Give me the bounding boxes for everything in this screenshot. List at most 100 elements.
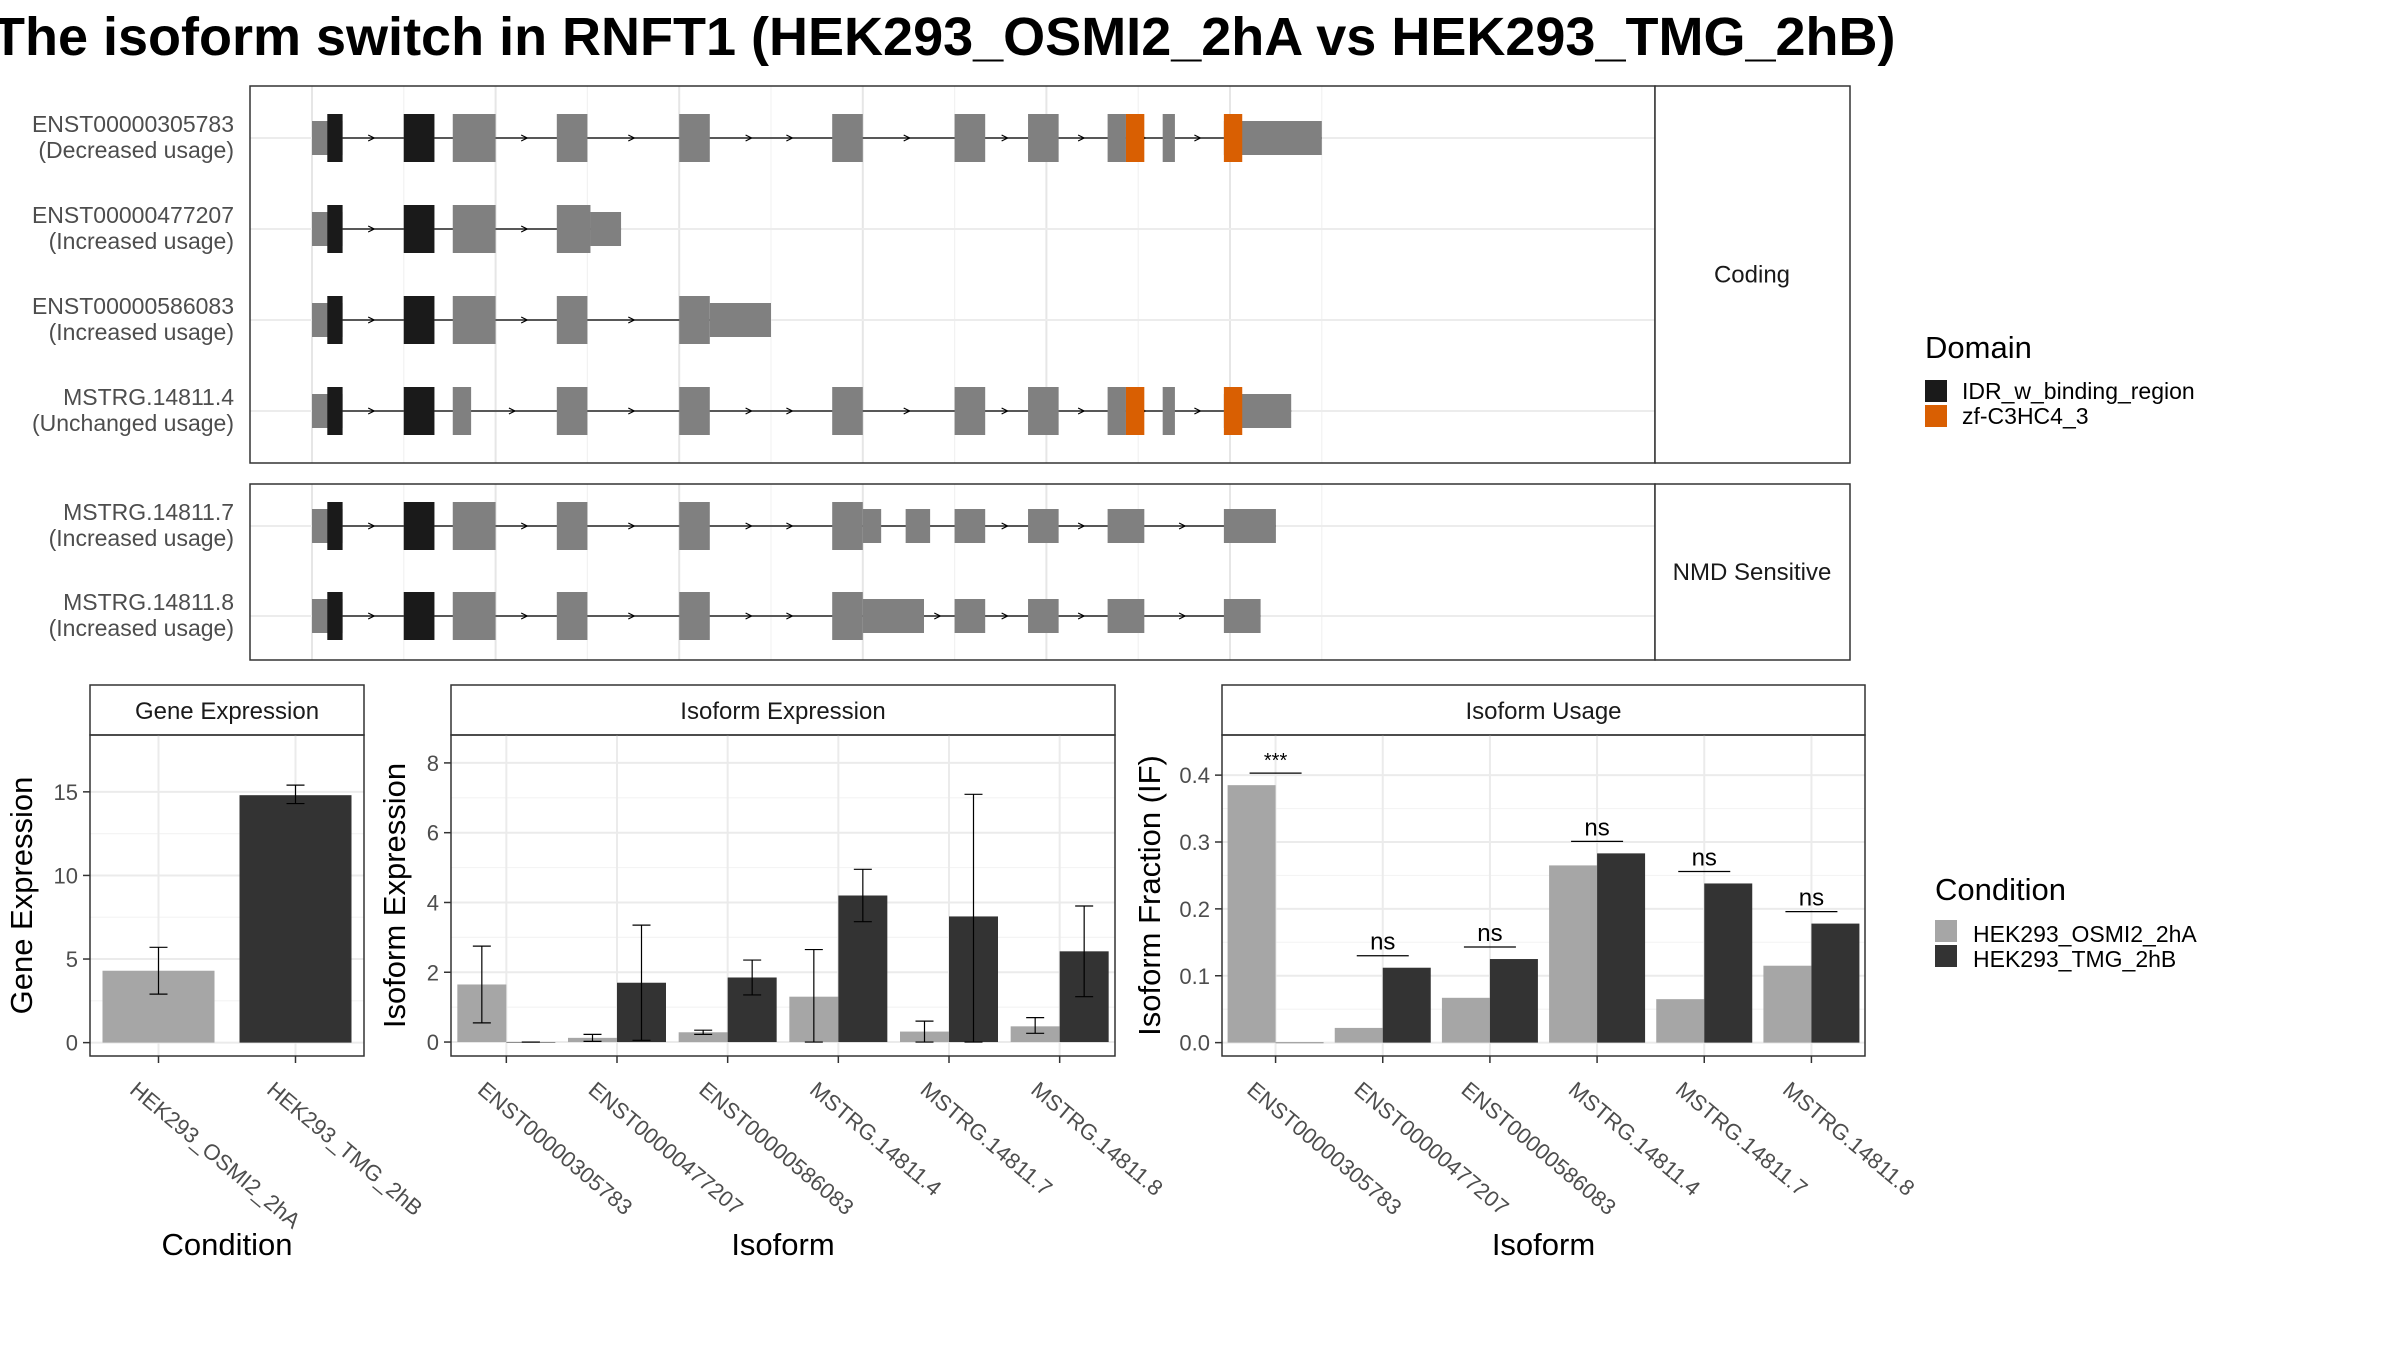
exon [832,114,863,162]
exon [452,502,496,550]
domain-idr [403,205,435,253]
exon [1107,599,1145,633]
y-tick-label: 10 [54,863,78,888]
intron-arrow [628,316,636,324]
exon [832,592,863,640]
exon [556,114,588,162]
domain-idr [327,205,343,253]
bar [1441,997,1490,1043]
exon [954,114,986,162]
significance-label: ns [1584,814,1609,841]
intron-arrow [1077,134,1086,142]
intron-arrow [628,134,636,142]
y-tick-label: 0 [427,1030,439,1055]
intron-arrow [520,612,529,620]
intron-arrow [628,612,636,620]
intron-arrow [1001,134,1009,142]
exon [1028,509,1059,543]
y-axis-title: Isoform Expression [377,763,412,1028]
legend-swatch [1935,920,1957,942]
legend-label: IDR_w_binding_region [1962,378,2195,404]
domain-zf [1223,387,1243,435]
exon [679,296,710,344]
y-tick-label: 15 [54,780,78,805]
y-tick-label: 0.4 [1179,763,1210,788]
intron-arrow [786,407,794,415]
bar [1382,967,1431,1043]
domain-zf [1223,114,1243,162]
y-tick-label: 5 [66,947,78,972]
exon [679,387,710,435]
significance-label: ns [1477,920,1502,947]
intron-arrow [1194,407,1202,415]
x-axis-title: Condition [162,1227,293,1262]
exon [862,509,882,543]
facet-strip [1654,85,1851,464]
bar [1811,923,1860,1043]
exon [679,502,710,550]
exon [954,509,986,543]
domain-idr [403,502,435,550]
panel-border [450,734,1116,1057]
legend-swatch [1925,405,1947,427]
intron-arrow [1001,407,1009,415]
exon [1028,387,1059,435]
y-tick-label: 0.1 [1179,964,1210,989]
panel-border [89,734,365,1057]
transcript-id-label: ENST00000586083 [32,293,234,319]
domain-idr [403,592,435,640]
exon [1223,599,1261,633]
intron-arrow [367,225,376,233]
bar [1010,1026,1060,1043]
intron-arrow [520,316,529,324]
intron-arrow [1001,522,1009,530]
intron-arrow [745,407,753,415]
intron-arrow [745,134,753,142]
transcript-usage-label: (Increased usage) [49,525,234,551]
y-axis-title: Gene Expression [4,777,39,1015]
intron-arrow [367,407,376,415]
exon [556,592,588,640]
transcript-id-label: ENST00000305783 [32,111,234,137]
intron-arrow [786,612,794,620]
exon [452,114,496,162]
intron-arrow [1194,134,1202,142]
exon [1107,387,1126,435]
intron-arrow [1077,407,1086,415]
intron-arrow [934,612,942,620]
y-tick-label: 0.2 [1179,897,1210,922]
panel-title: Gene Expression [135,698,319,725]
bar [1549,865,1598,1043]
y-tick-label: 6 [427,821,439,846]
bar [1656,999,1705,1043]
intron-arrow [1077,612,1086,620]
domain-idr [403,114,435,162]
intron-arrow [745,612,753,620]
legend-swatch [1925,380,1947,402]
domain-zf [1125,387,1145,435]
exon [556,205,591,253]
intron-arrow [1178,522,1187,530]
legend-label: HEK293_OSMI2_2hA [1973,921,2197,947]
legend-title: Domain [1925,330,2032,365]
significance-label: ns [1370,929,1395,956]
significance-label: *** [1264,750,1288,772]
facet-strip [1221,684,1866,736]
y-tick-label: 0.3 [1179,830,1210,855]
domain-idr [327,296,343,344]
facet-label: Coding [1714,262,1790,289]
exon [1028,599,1059,633]
bar [1704,883,1753,1043]
exon [832,387,863,435]
y-tick-label: 8 [427,751,439,776]
intron-arrow [1077,522,1086,530]
transcript-usage-label: (Increased usage) [49,319,234,345]
intron-arrow [367,522,376,530]
intron-arrow [367,134,376,142]
chart-title: The isoform switch in RNFT1 (HEK293_OSMI… [0,7,1896,67]
bar [678,1032,728,1043]
intron-arrow [520,522,529,530]
domain-idr [327,502,343,550]
exon [862,599,924,633]
exon [452,296,496,344]
